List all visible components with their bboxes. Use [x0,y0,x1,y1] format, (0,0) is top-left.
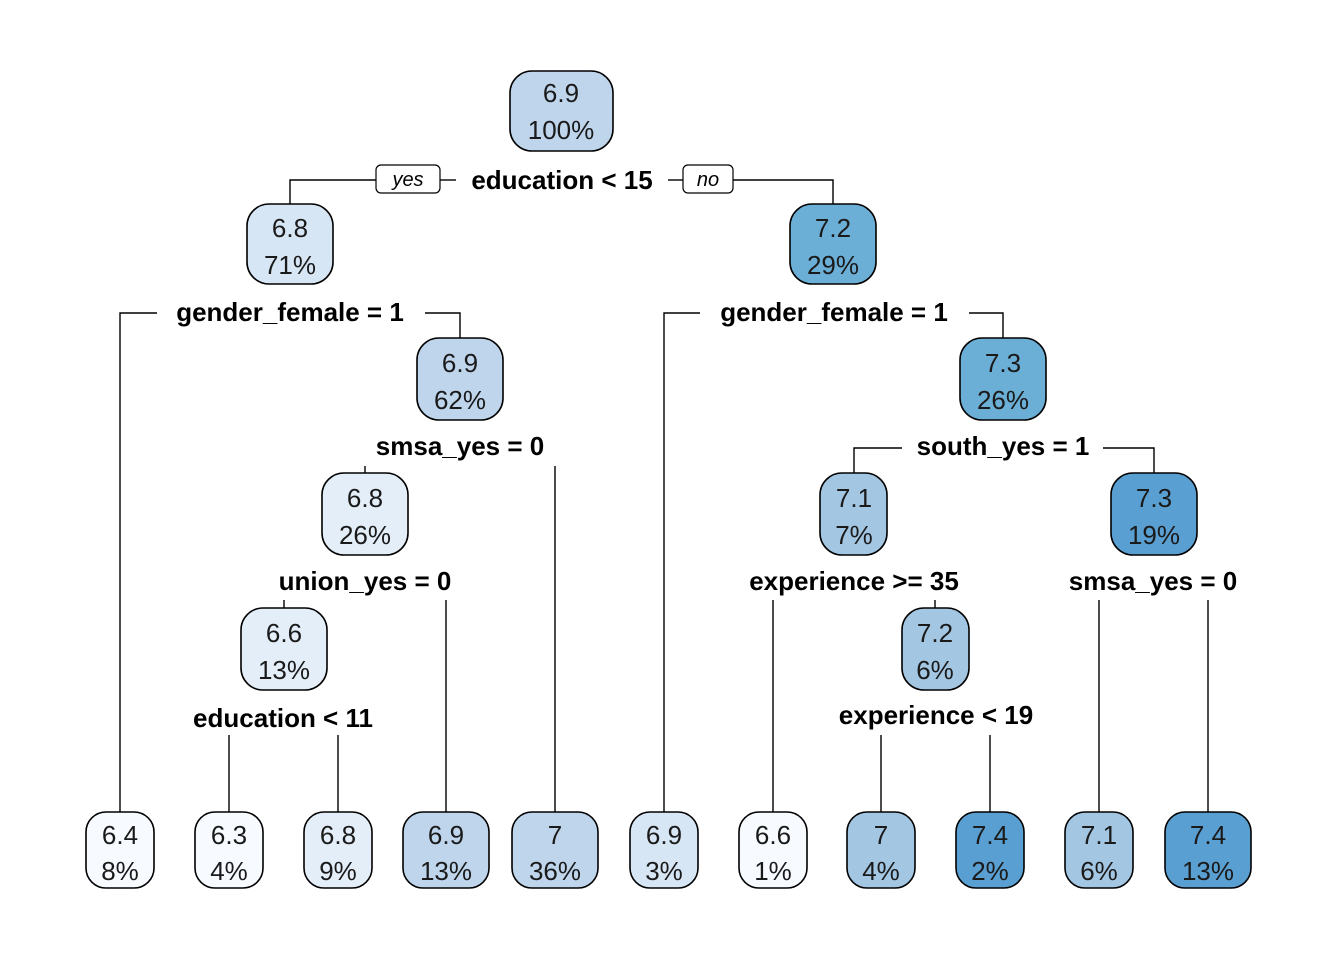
node-value: 6.8 [272,213,308,243]
node-value: 6.9 [442,348,478,378]
split-label-smsa-yes-left: smsa_yes = 0 [376,431,544,461]
tree-leaf: 7 4% [846,811,916,889]
tree-node: 6.8 71% [246,203,334,285]
node-value: 7.2 [917,618,953,648]
tree-leaf: 6.6 1% [738,811,808,889]
tree-node: 7.2 6% [901,607,970,691]
leaf-value: 7 [548,820,562,850]
tree-node: 6.8 26% [321,472,409,556]
edge-n3-left [663,312,700,812]
edge-n7-left [853,447,902,473]
leaf-value: 7.1 [1081,820,1117,850]
split-label-experience-19: experience < 19 [839,700,1033,730]
leaf-value: 6.4 [102,820,138,850]
tree-nodes: 6.9 100% 6.8 71% 7.2 29% 6.9 62% 7.3 26%… [85,70,1252,889]
tree-node: 6.6 13% [240,607,328,691]
leaf-percent: 6% [1080,856,1118,886]
tree-leaf: 6.9 13% [402,811,490,889]
leaf-value: 6.3 [211,820,247,850]
leaf-value: 6.8 [320,820,356,850]
tree-node: 7.2 29% [789,203,877,285]
node-value: 7.2 [815,213,851,243]
node-value: 6.8 [347,483,383,513]
edge-root-right [733,179,834,204]
tree-node: 6.9 62% [416,337,504,421]
leaf-percent: 9% [319,856,357,886]
tree-leaf: 6.3 4% [194,811,264,889]
node-percent: 100% [528,115,595,145]
leaf-percent: 13% [1182,856,1234,886]
node-value: 6.9 [543,78,579,108]
leaf-percent: 8% [101,856,139,886]
leaf-value: 6.9 [428,820,464,850]
split-label-gender-female-left: gender_female = 1 [176,297,404,327]
node-value: 7.3 [1136,483,1172,513]
node-percent: 71% [264,250,316,280]
tree-leaf: 7.1 6% [1064,811,1134,889]
tree-leaf: 6.8 9% [303,811,373,889]
leaf-percent: 4% [862,856,900,886]
node-percent: 26% [977,385,1029,415]
leaf-percent: 36% [529,856,581,886]
split-label-experience-35: experience >= 35 [749,566,959,596]
leaf-value: 7 [874,820,888,850]
leaf-value: 7.4 [1190,820,1226,850]
leaf-percent: 4% [210,856,248,886]
edge-n3-right [969,312,1004,338]
tree-edges [119,179,1209,812]
node-percent: 29% [807,250,859,280]
node-percent: 62% [434,385,486,415]
node-value: 7.3 [985,348,1021,378]
leaf-value: 7.4 [972,820,1008,850]
tree-leaf: 6.9 3% [629,811,699,889]
split-labels: education < 15 gender_female = 1 gender_… [176,165,1237,733]
node-value: 7.1 [836,483,872,513]
node-percent: 7% [835,520,873,550]
leaf-percent: 13% [420,856,472,886]
edge-n7-right [1103,447,1155,473]
split-label-union-yes: union_yes = 0 [279,566,452,596]
tree-leaf: 7 36% [511,811,599,889]
tree-leaf: 7.4 2% [955,811,1025,889]
node-percent: 19% [1128,520,1180,550]
split-label-education-15: education < 15 [471,165,652,195]
edge-root-left [289,179,376,204]
tree-leaf: 7.4 13% [1164,811,1252,889]
node-percent: 13% [258,655,310,685]
node-value: 6.6 [266,618,302,648]
edge-n2-left [119,312,157,812]
branch-label-yes-text: yes [390,169,423,191]
split-label-smsa-yes-right: smsa_yes = 0 [1069,566,1237,596]
leaf-percent: 2% [971,856,1009,886]
edge-n2-right [425,312,461,338]
split-label-education-11: education < 11 [193,703,373,733]
branch-label-yes: yes [375,164,441,194]
tree-node: 6.9 100% [509,70,614,152]
branch-label-no: no [682,164,734,194]
branch-label-no-text: no [697,169,719,191]
split-label-gender-female-right: gender_female = 1 [720,297,948,327]
node-percent: 26% [339,520,391,550]
tree-node: 7.1 7% [819,472,888,556]
tree-node: 7.3 19% [1110,472,1198,556]
leaf-value: 6.9 [646,820,682,850]
leaf-percent: 3% [645,856,683,886]
split-label-south-yes: south_yes = 1 [917,431,1090,461]
leaf-value: 6.6 [755,820,791,850]
tree-leaf: 6.4 8% [85,811,155,889]
tree-node: 7.3 26% [959,337,1047,421]
node-percent: 6% [916,655,954,685]
leaf-percent: 1% [754,856,792,886]
